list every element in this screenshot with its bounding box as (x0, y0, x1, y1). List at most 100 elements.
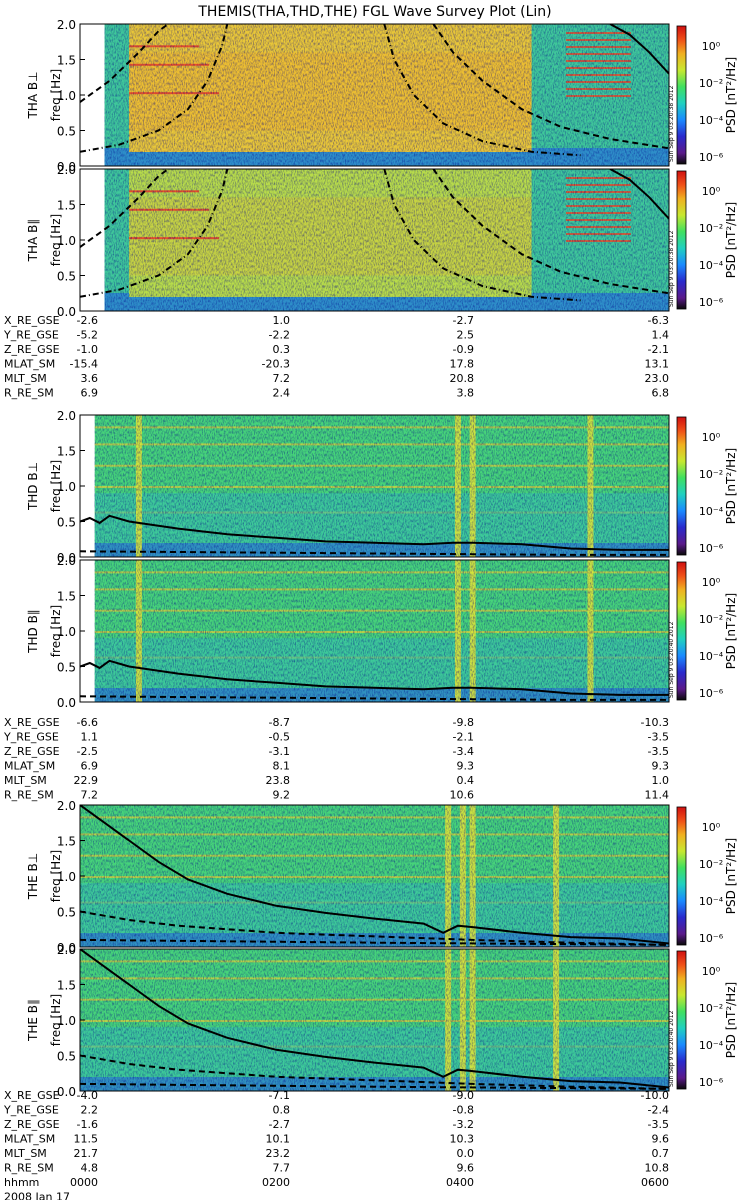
ephemeris-value: 7.7 (273, 1162, 291, 1175)
y-tick-label: 0.5 (57, 516, 76, 530)
freq-axis-label: freq [Hz] (49, 460, 63, 512)
ephemeris-value: -8.7 (269, 716, 290, 729)
ephemeris-label: X_RE_GSE (4, 314, 60, 327)
y-tick-label: 0.0 (57, 160, 76, 174)
overlay-dashdot_left (80, 169, 229, 298)
colorbar-tick-label: 10⁻⁴ (699, 1039, 724, 1052)
overlay-solid (80, 805, 669, 945)
spectrogram-panel: 0.0 0.5 1.0 1.5 2.0 THD B∥ freq [Hz] 10⁰ 10⁻² 10⁻… (26, 554, 738, 710)
spectrogram-panel: 0.0 0.5 1.0 1.5 2.0 THA B∥ freq [Hz] 10⁰ 10⁻² 10⁻… (26, 163, 738, 319)
ephemeris-value: -4.0 (77, 1089, 98, 1102)
run-timestamp: Sun Sep 9 03:20:38 2012 (668, 230, 675, 307)
overlay-dashed (80, 1054, 669, 1090)
panels-layer: 0.0 0.5 1.0 1.5 2.0 THA B⊥ freq [Hz] 10⁰ 10⁻² 10⁻… (26, 18, 738, 1099)
overlay-dashdot_right (383, 24, 581, 157)
colorbar-tick-label: 10⁻⁶ (699, 932, 724, 945)
colorbar-tick-label: 10⁻² (699, 613, 723, 626)
ephemeris-value: 1.0 (273, 314, 291, 327)
overlay-lines (80, 24, 669, 157)
ephemeris-label: MLT_SM (4, 372, 47, 385)
y-tick-label: 0.5 (57, 1050, 76, 1064)
ephemeris-value: -3.5 (648, 731, 669, 744)
spectrogram-panel: 0.0 0.5 1.0 1.5 2.0 THA B⊥ freq [Hz] 10⁰ 10⁻² 10⁻… (26, 18, 738, 174)
colorbar-tick-label: 10⁻⁶ (699, 151, 724, 164)
colorbar (676, 561, 687, 701)
ephemeris-value: -0.9 (453, 343, 474, 356)
colorbar-tick-label: 10⁻⁶ (699, 296, 724, 309)
overlay-dashed_low (80, 938, 669, 946)
noise-texture (80, 949, 669, 1091)
colorbar-label: PSD [nT²/Hz] (724, 57, 738, 133)
freq-axis-label: freq [Hz] (49, 850, 63, 902)
spectrogram-panel: 0.0 0.5 1.0 1.5 2.0 THD B⊥ freq [Hz] 10⁰ 10⁻² 10⁻… (26, 409, 738, 565)
y-tick-label: 2.0 (57, 409, 76, 423)
ephemeris-value: 1.0 (652, 774, 670, 787)
run-timestamp: Sun Sep 9 03:20:38 2012 (668, 85, 675, 162)
ephemeris-value: 22.9 (74, 774, 99, 787)
y-tick-label: 1.0 (57, 625, 76, 639)
ephemeris-label: MLT_SM (4, 774, 47, 787)
ephemeris-value: -9.0 (453, 1089, 474, 1102)
colorbar-label: PSD [nT²/Hz] (724, 838, 738, 914)
ephemeris-value: -3.1 (269, 745, 290, 758)
freq-axis-label: freq [Hz] (49, 994, 63, 1046)
ephemeris-value: 1.1 (81, 731, 99, 744)
y-tick-label: 2.0 (57, 943, 76, 957)
ephemeris-value: 2.2 (81, 1104, 99, 1117)
noise-texture (104, 24, 669, 166)
ephemeris-value: -2.4 (648, 1104, 669, 1117)
overlay-solid (80, 514, 669, 551)
overlay-dashed (80, 550, 669, 556)
ephemeris-value: 9.3 (652, 760, 670, 773)
y-tick-label: 1.5 (57, 979, 76, 993)
colorbar-label: PSD [nT²/Hz] (724, 593, 738, 669)
colorbar-tick-label: 10⁰ (702, 185, 721, 198)
ephemeris-value: 3.8 (457, 387, 475, 400)
ephemeris-value: 2.5 (457, 329, 475, 342)
colorbar-tick-label: 10⁰ (702, 40, 721, 53)
colorbar-tick-label: 10⁻² (699, 1002, 723, 1015)
overlay-dashed_left (80, 169, 169, 248)
ephemeris-value: -1.6 (77, 1118, 98, 1131)
overlay-lines (80, 169, 669, 302)
y-tick-label: 1.5 (57, 590, 76, 604)
ephemeris-table-tha: X_RE_GSE -2.6 1.0 -2.7 -6.3 Y_RE_GSE -5.2 -2.2 2… (3, 314, 669, 400)
panel-label: THD B∥ (26, 609, 40, 654)
ephemeris-label: MLAT_SM (4, 1133, 55, 1146)
y-tick-label: 0.0 (57, 551, 76, 565)
ephemeris-value: 10.1 (266, 1133, 291, 1146)
ephemeris-label: Y_RE_GSE (3, 731, 59, 744)
ephemeris-label: R_RE_SM (4, 789, 54, 802)
ephemeris-value: -2.5 (77, 745, 98, 758)
ephemeris-value: 23.8 (266, 774, 291, 787)
ephemeris-value: 0400 (446, 1176, 474, 1189)
overlay-dashed_left (80, 24, 169, 103)
spectrogram-panel: 0.0 0.5 1.0 1.5 2.0 THE B∥ freq [Hz] 10⁰ 10⁻² 10⁻… (26, 943, 738, 1099)
freq-axis-label: freq [Hz] (49, 605, 63, 657)
run-timestamp: Sun Sep 9 03:20:40 2012 (668, 621, 675, 698)
ephemeris-value: 0.3 (273, 343, 291, 356)
y-tick-label: 1.5 (57, 199, 76, 213)
colorbar-tick-label: 10⁰ (702, 821, 721, 834)
ephemeris-value: -6.3 (648, 314, 669, 327)
ephemeris-value: -6.6 (77, 716, 98, 729)
freq-axis-label: freq [Hz] (49, 69, 63, 121)
y-tick-label: 2.0 (57, 799, 76, 813)
ephemeris-value: 8.1 (273, 760, 291, 773)
ephemeris-label: R_RE_SM (4, 1162, 54, 1175)
ephemeris-value: -2.6 (77, 314, 98, 327)
ephemeris-value: 0600 (641, 1176, 669, 1189)
overlay-solid (80, 949, 669, 1089)
ephemeris-value: 0000 (70, 1176, 98, 1189)
ephemeris-value: 20.8 (450, 372, 475, 385)
ephemeris-value: 13.1 (645, 358, 670, 371)
colorbar-tick-label: 10⁻² (699, 222, 723, 235)
y-tick-label: 1.0 (57, 870, 76, 884)
ephemeris-value: -20.3 (262, 358, 290, 371)
ephemeris-value: 23.0 (645, 372, 670, 385)
noise-texture (80, 805, 669, 947)
spectrogram-panel: 0.0 0.5 1.0 1.5 2.0 THE B⊥ freq [Hz] 10⁰ 10⁻² 10⁻… (26, 799, 738, 955)
ephemeris-label: Z_RE_GSE (4, 343, 60, 356)
ephemeris-layer: X_RE_GSE -2.6 1.0 -2.7 -6.3 Y_RE_GSE -5.2 -2.2 2… (3, 314, 669, 1200)
